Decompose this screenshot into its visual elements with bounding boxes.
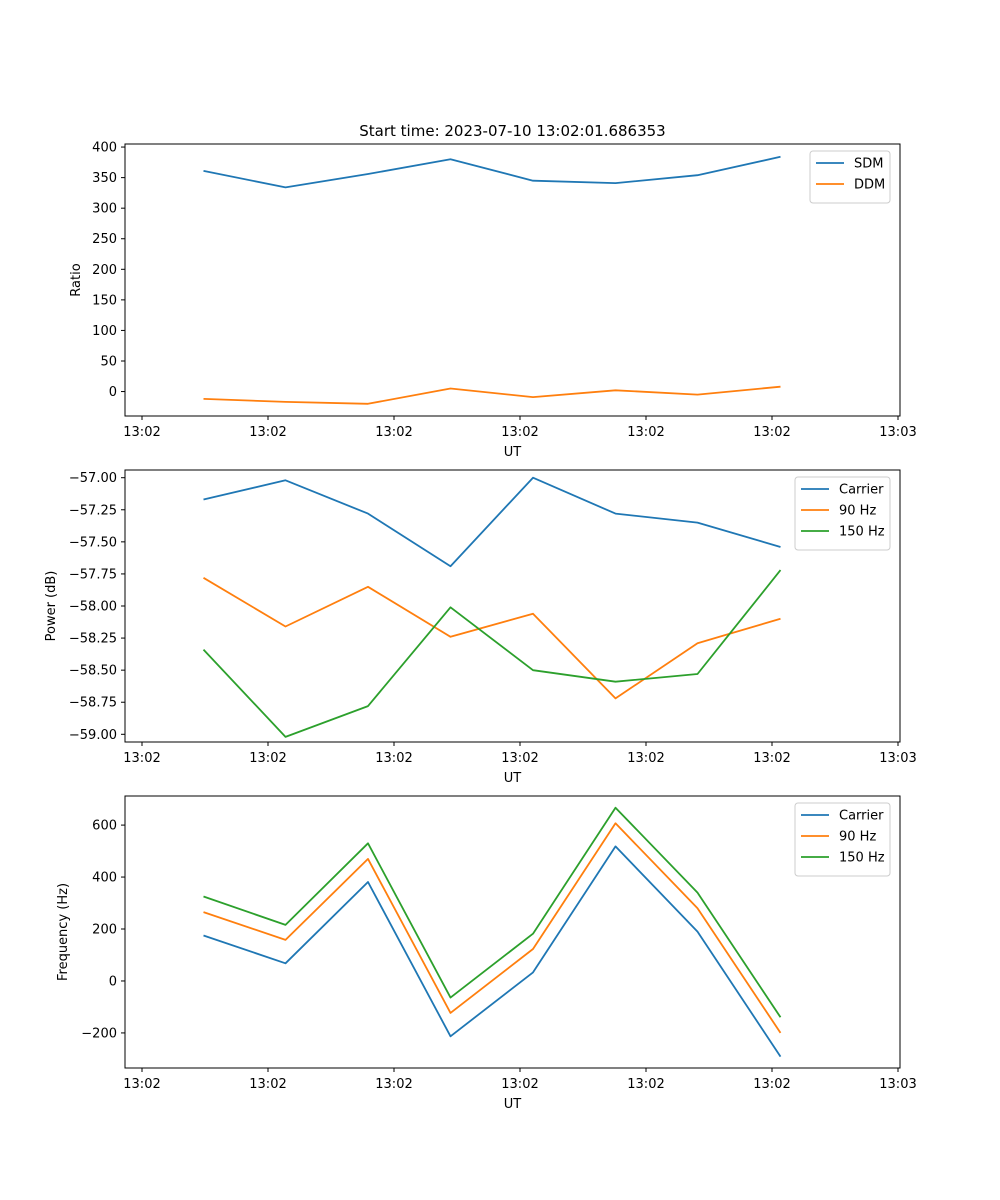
legend-label: Carrier — [839, 483, 884, 498]
x-tick-label: 13:02 — [375, 1077, 412, 1092]
series-line-90-hz — [203, 822, 782, 1034]
x-tick-label: 13:02 — [627, 425, 664, 440]
legend: Carrier 90 Hz 150 Hz — [794, 476, 891, 551]
y-tick-label: 600 — [92, 819, 117, 834]
y-tick-label: −58.75 — [69, 696, 117, 711]
x-tick-label: 13:02 — [753, 425, 790, 440]
y-axis-label: Ratio — [69, 263, 84, 296]
y-ticks: 0 50 100 150 200 250 300 350 400 — [92, 141, 125, 400]
x-tick-label: 13:02 — [123, 425, 160, 440]
legend: Carrier 90 Hz 150 Hz — [794, 802, 891, 877]
legend-label: 150 Hz — [839, 525, 885, 540]
x-tick-label: 13:02 — [249, 425, 286, 440]
series-line-150-hz — [202, 569, 782, 738]
x-tick-label: 13:02 — [501, 425, 538, 440]
series-lines — [203, 806, 782, 1058]
legend: SDM DDM — [809, 150, 891, 204]
x-ticks: 13:02 13:02 13:02 13:02 13:02 13:02 13:03 — [123, 742, 917, 766]
y-tick-label: −58.25 — [69, 632, 117, 647]
y-tick-label: −57.25 — [69, 503, 117, 518]
x-axis-label: UT — [504, 1097, 522, 1112]
series-line-90-hz — [203, 577, 781, 700]
x-axis-label: UT — [504, 771, 522, 786]
x-tick-label: 13:02 — [249, 1077, 286, 1092]
x-tick-label: 13:02 — [375, 751, 412, 766]
x-tick-label: 13:02 — [501, 1077, 538, 1092]
legend-box — [809, 150, 891, 204]
legend-label: Carrier — [839, 809, 884, 824]
legend-label: 90 Hz — [839, 830, 876, 845]
y-tick-label: 250 — [92, 232, 117, 247]
y-tick-label: 400 — [92, 871, 117, 886]
x-axis-label: UT — [504, 445, 522, 460]
y-tick-label: −200 — [81, 1026, 117, 1041]
x-tick-label: 13:02 — [123, 751, 160, 766]
y-tick-label: −57.75 — [69, 567, 117, 582]
y-axis-label: Frequency (Hz) — [56, 883, 71, 981]
y-tick-label: 100 — [92, 324, 117, 339]
chart-title: Start time: 2023-07-10 13:02:01.686353 — [359, 122, 665, 140]
power-subplot: 13:02 13:02 13:02 13:02 13:02 13:02 13:03 −59.… — [44, 469, 917, 786]
legend-label: 150 Hz — [839, 851, 885, 866]
series-line-ddm — [203, 385, 781, 405]
y-tick-label: 200 — [92, 263, 117, 278]
series-lines — [202, 476, 782, 738]
x-tick-label: 13:02 — [627, 751, 664, 766]
series-line-carrier — [203, 476, 781, 568]
legend-label: 90 Hz — [839, 504, 876, 519]
y-tick-label: 350 — [92, 171, 117, 186]
x-tick-label: 13:03 — [879, 751, 916, 766]
y-tick-label: −58.50 — [69, 664, 117, 679]
y-tick-label: −57.50 — [69, 535, 117, 550]
y-axis-label: Power (dB) — [44, 571, 59, 642]
ratio-subplot: Start time: 2023-07-10 13:02:01.686353 1… — [69, 122, 917, 460]
plot-area — [124, 795, 901, 1069]
y-ticks: −200 0 200 400 600 — [81, 819, 125, 1041]
x-tick-label: 13:03 — [879, 425, 916, 440]
y-tick-label: 300 — [92, 202, 117, 217]
y-tick-label: 200 — [92, 923, 117, 938]
x-tick-label: 13:03 — [879, 1077, 916, 1092]
x-tick-label: 13:02 — [123, 1077, 160, 1092]
x-tick-label: 13:02 — [753, 1077, 790, 1092]
x-tick-label: 13:02 — [249, 751, 286, 766]
x-tick-label: 13:02 — [501, 751, 538, 766]
series-line-sdm — [203, 155, 781, 189]
x-tick-label: 13:02 — [753, 751, 790, 766]
series-line-carrier — [203, 845, 782, 1058]
legend-label: DDM — [854, 178, 885, 193]
y-tick-label: 150 — [92, 293, 117, 308]
x-ticks: 13:02 13:02 13:02 13:02 13:02 13:02 13:03 — [123, 416, 917, 440]
x-tick-label: 13:02 — [375, 425, 412, 440]
legend-label: SDM — [854, 157, 883, 172]
y-tick-label: 0 — [109, 385, 117, 400]
y-tick-label: −58.00 — [69, 600, 117, 615]
y-tick-label: −59.00 — [69, 728, 117, 743]
series-lines — [203, 155, 781, 405]
x-tick-label: 13:02 — [627, 1077, 664, 1092]
series-line-150-hz — [203, 806, 782, 1018]
y-tick-label: −57.00 — [69, 471, 117, 486]
y-tick-label: 0 — [109, 974, 117, 989]
y-tick-label: 400 — [92, 141, 117, 156]
x-ticks: 13:02 13:02 13:02 13:02 13:02 13:02 13:03 — [123, 1068, 917, 1092]
y-ticks: −59.00 −58.75 −58.50 −58.25 −58.00 −57.75 −57.… — [69, 471, 125, 743]
plot-area — [124, 143, 901, 417]
frequency-subplot: 13:02 13:02 13:02 13:02 13:02 13:02 13:03 −200… — [56, 795, 917, 1112]
y-tick-label: 50 — [100, 354, 117, 369]
